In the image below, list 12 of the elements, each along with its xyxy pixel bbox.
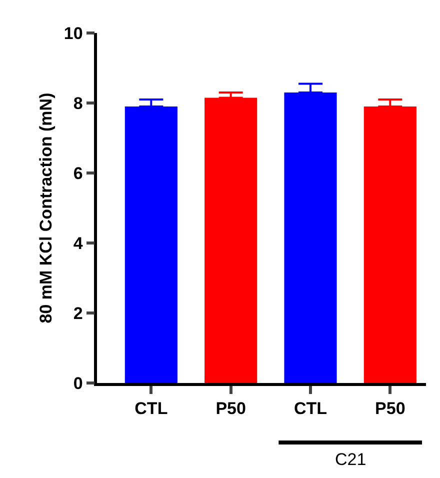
x-tick-label: CTL [134, 399, 168, 418]
y-tick-label: 0 [73, 374, 83, 393]
y-axis-title: 80 mM KCl Contraction (mN) [36, 92, 56, 324]
y-tick-label: 10 [64, 24, 83, 43]
y-tick-label: 4 [73, 234, 84, 253]
text: C21 [335, 450, 366, 469]
x-tick-label: CTL [294, 399, 328, 418]
y-tick-label: 8 [73, 94, 83, 113]
y-tick-label: 6 [73, 164, 83, 183]
y-tick-label: 2 [73, 304, 83, 323]
x-tick-label: P50 [375, 399, 406, 418]
x-tick-label: P50 [216, 399, 246, 418]
